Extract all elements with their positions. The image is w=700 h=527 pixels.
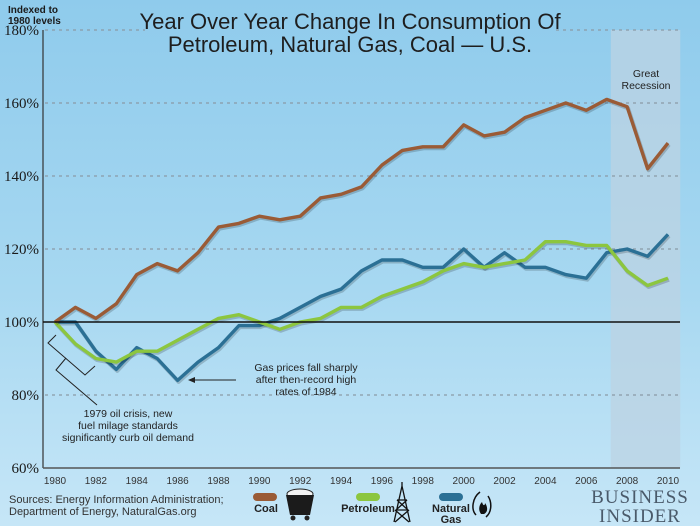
series-line-coal bbox=[55, 99, 668, 322]
series-lines bbox=[55, 99, 669, 382]
oil-annotation-line-1: 1979 oil crisis, new bbox=[48, 408, 208, 420]
oil-derrick-icon bbox=[394, 482, 410, 522]
coal-cart-icon bbox=[286, 489, 314, 521]
x-tick-label: 2010 bbox=[657, 476, 680, 487]
sources-note: Sources: Energy Information Administrati… bbox=[9, 494, 224, 518]
grid bbox=[45, 30, 680, 395]
x-tick-label: 1994 bbox=[330, 476, 353, 487]
x-tick-label: 1992 bbox=[289, 476, 312, 487]
business-insider-logo: BUSINESS INSIDER bbox=[590, 488, 690, 526]
brand-line-2: INSIDER bbox=[590, 507, 690, 526]
legend-swatch-petroleum bbox=[356, 493, 380, 501]
x-axis-ticks: 1980 1982 1984 1986 1988 1990 1992 1994 1996 1998… bbox=[44, 476, 680, 487]
series-shadow-coal bbox=[56, 101, 669, 324]
legend-swatch-natural-gas bbox=[439, 493, 463, 501]
sources-line-2: Department of Energy, NaturalGas.org bbox=[9, 506, 224, 518]
sources-line-1: Sources: Energy Information Administrati… bbox=[9, 494, 224, 506]
title-line-2: Petroleum, Natural Gas, Coal — U.S. bbox=[120, 33, 580, 56]
chart-title: Year Over Year Change In Consumption Of … bbox=[120, 10, 580, 56]
gas-annotation-line-1: Gas prices fall sharply bbox=[226, 362, 386, 374]
y-tick-label: 80% bbox=[12, 388, 40, 404]
gas-annotation-line-3: rates of 1984 bbox=[226, 386, 386, 398]
oil-crisis-annotation: 1979 oil crisis, new fuel milage standar… bbox=[48, 408, 208, 444]
brand-line-1: BUSINESS bbox=[590, 488, 690, 507]
gas-prices-annotation: Gas prices fall sharply after then-recor… bbox=[226, 362, 386, 398]
y-axis-ticks: 60%80%100%120%140%160%180% bbox=[4, 23, 39, 477]
gas-prices-arrowhead bbox=[188, 377, 195, 383]
series-shadow-petroleum bbox=[56, 243, 669, 363]
gas-annotation-line-2: after then-record high bbox=[226, 374, 386, 386]
series-line-petroleum bbox=[55, 242, 668, 362]
x-tick-label: 1996 bbox=[371, 476, 394, 487]
recession-label: Great Recession bbox=[614, 68, 678, 92]
x-tick-label: 1984 bbox=[126, 476, 149, 487]
oil-crisis-leader-line bbox=[56, 358, 97, 405]
x-tick-label: 2000 bbox=[453, 476, 476, 487]
legend-label-natural-gas: Natural Gas bbox=[431, 504, 471, 526]
x-tick-label: 1980 bbox=[44, 476, 67, 487]
y-tick-label: 140% bbox=[4, 169, 39, 185]
x-tick-label: 1990 bbox=[248, 476, 271, 487]
recession-label-line-2: Recession bbox=[614, 80, 678, 92]
x-tick-label: 1998 bbox=[412, 476, 435, 487]
legend-label-coal: Coal bbox=[252, 504, 280, 515]
oil-annotation-line-2: fuel milage standards bbox=[48, 420, 208, 432]
x-tick-label: 2008 bbox=[616, 476, 639, 487]
y-unit-note: Indexed to 1980 levels bbox=[8, 5, 78, 27]
x-tick-label: 1986 bbox=[166, 476, 189, 487]
x-tick-label: 2004 bbox=[534, 476, 557, 487]
y-axis-unit-note: Indexed to 1980 levels bbox=[8, 5, 78, 27]
legend-label-petroleum: Petroleum bbox=[340, 504, 396, 515]
x-tick-label: 2006 bbox=[575, 476, 598, 487]
oil-annotation-line-3: significantly curb oil demand bbox=[48, 432, 208, 444]
title-line-1: Year Over Year Change In Consumption Of bbox=[120, 10, 580, 33]
legend-swatch-coal bbox=[253, 493, 277, 501]
y-tick-label: 100% bbox=[4, 315, 39, 331]
x-tick-label: 2002 bbox=[493, 476, 516, 487]
y-tick-label: 120% bbox=[4, 242, 39, 258]
x-tick-label: 1988 bbox=[207, 476, 230, 487]
y-tick-label: 60% bbox=[12, 461, 40, 477]
recession-label-line-1: Great bbox=[614, 68, 678, 80]
y-tick-label: 160% bbox=[4, 96, 39, 112]
x-tick-label: 1982 bbox=[85, 476, 108, 487]
gas-flame-icon bbox=[473, 492, 491, 517]
